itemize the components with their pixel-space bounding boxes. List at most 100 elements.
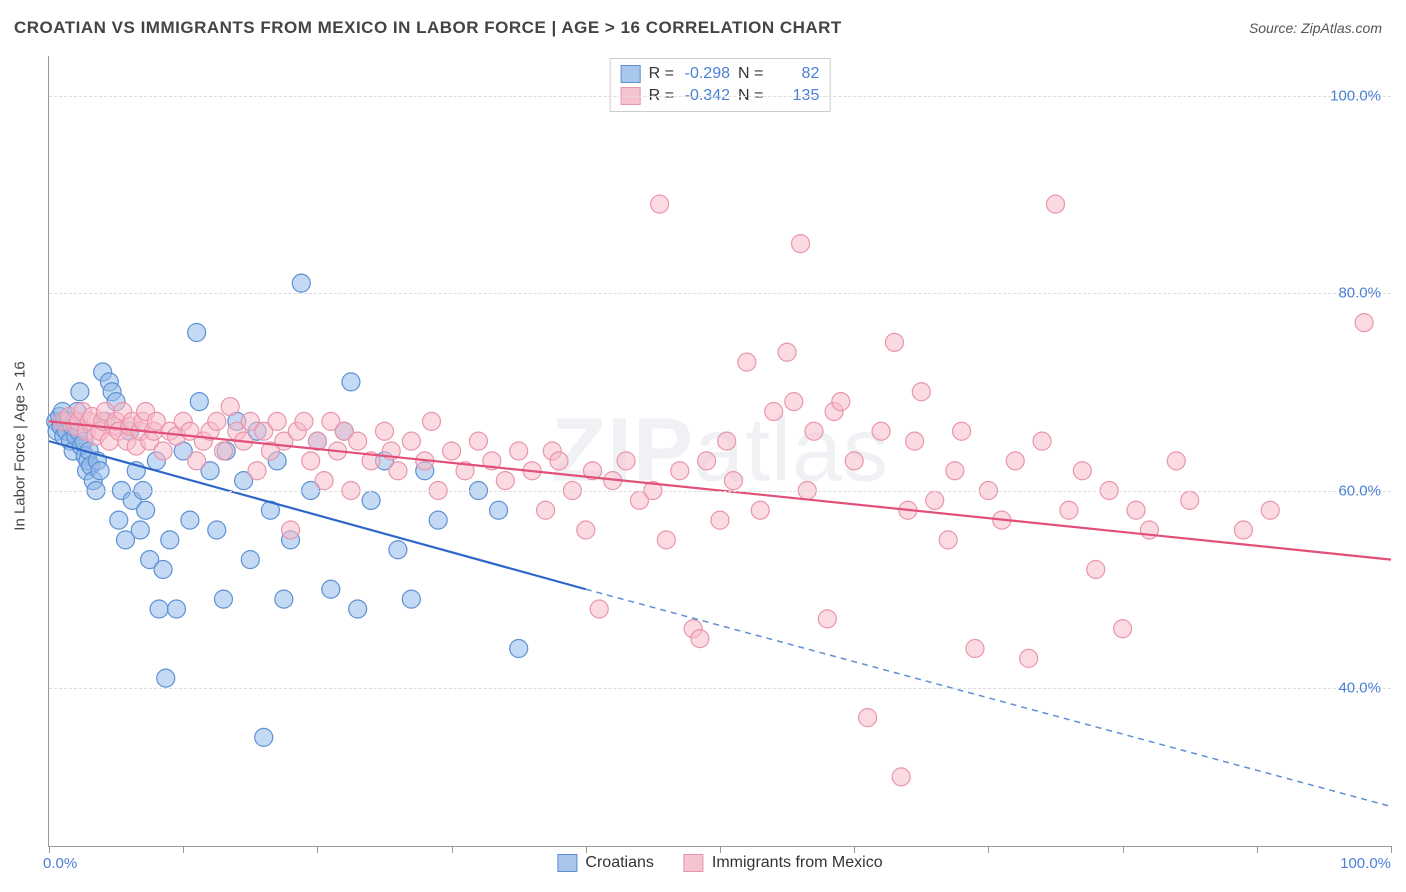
- data-point: [805, 422, 823, 440]
- x-tick: [49, 846, 50, 853]
- x-axis-min-label: 0.0%: [43, 855, 77, 872]
- source-attribution: Source: ZipAtlas.com: [1249, 20, 1382, 36]
- legend-label-croatians: Croatians: [585, 854, 653, 872]
- data-point: [926, 491, 944, 509]
- data-point: [1060, 501, 1078, 519]
- data-point: [157, 669, 175, 687]
- data-point: [1087, 561, 1105, 579]
- data-point: [150, 600, 168, 618]
- data-point: [818, 610, 836, 628]
- data-point: [1167, 452, 1185, 470]
- data-point: [792, 235, 810, 253]
- data-point: [422, 412, 440, 430]
- trend-line-extrapolated: [586, 589, 1391, 806]
- data-point: [402, 590, 420, 608]
- n-value-croatians: 82: [771, 63, 819, 85]
- chart-plot-area: ZIPatlas R = -0.298 N = 82 R = -0.342 N …: [48, 56, 1391, 847]
- data-point: [510, 640, 528, 658]
- data-point: [859, 709, 877, 727]
- data-point: [885, 333, 903, 351]
- data-point: [161, 531, 179, 549]
- data-point: [167, 600, 185, 618]
- data-point: [429, 511, 447, 529]
- x-tick: [1123, 846, 1124, 853]
- data-point: [131, 521, 149, 539]
- data-point: [154, 442, 172, 460]
- data-point: [188, 324, 206, 342]
- data-point: [765, 403, 783, 421]
- data-point: [1181, 491, 1199, 509]
- r-label: R =: [649, 63, 674, 85]
- data-point: [496, 472, 514, 490]
- data-point: [315, 472, 333, 490]
- x-axis-max-label: 100.0%: [1340, 855, 1391, 872]
- data-point: [912, 383, 930, 401]
- x-tick: [183, 846, 184, 853]
- x-tick: [720, 846, 721, 853]
- data-point: [214, 442, 232, 460]
- data-point: [617, 452, 635, 470]
- data-point: [537, 501, 555, 519]
- data-point: [1261, 501, 1279, 519]
- data-point: [651, 195, 669, 213]
- y-tick-label: 80.0%: [1338, 285, 1381, 302]
- data-point: [255, 728, 273, 746]
- data-point: [510, 442, 528, 460]
- data-point: [906, 432, 924, 450]
- data-point: [946, 462, 964, 480]
- data-point: [1006, 452, 1024, 470]
- data-point: [657, 531, 675, 549]
- data-point: [241, 551, 259, 569]
- data-point: [711, 511, 729, 529]
- data-point: [577, 521, 595, 539]
- data-point: [751, 501, 769, 519]
- data-point: [778, 343, 796, 361]
- data-point: [1234, 521, 1252, 539]
- data-point: [214, 590, 232, 608]
- data-point: [939, 531, 957, 549]
- r-value-croatians: -0.298: [682, 63, 730, 85]
- data-point: [443, 442, 461, 460]
- data-point: [966, 640, 984, 658]
- data-point: [590, 600, 608, 618]
- x-tick: [586, 846, 587, 853]
- data-point: [91, 462, 109, 480]
- data-point: [71, 383, 89, 401]
- x-tick: [452, 846, 453, 853]
- gridline: [49, 96, 1391, 97]
- x-tick: [1257, 846, 1258, 853]
- data-point: [190, 393, 208, 411]
- y-tick-label: 100.0%: [1330, 87, 1381, 104]
- data-point: [953, 422, 971, 440]
- data-point: [698, 452, 716, 470]
- data-point: [181, 511, 199, 529]
- x-tick: [988, 846, 989, 853]
- gridline: [49, 491, 1391, 492]
- gridline: [49, 293, 1391, 294]
- data-point: [1047, 195, 1065, 213]
- data-point: [376, 422, 394, 440]
- data-point: [724, 472, 742, 490]
- data-point: [671, 462, 689, 480]
- data-point: [295, 412, 313, 430]
- data-point: [389, 541, 407, 559]
- data-point: [1073, 462, 1091, 480]
- data-point: [282, 521, 300, 539]
- legend-item-croatians: Croatians: [557, 854, 653, 872]
- data-point: [389, 462, 407, 480]
- data-point: [691, 630, 709, 648]
- data-point: [402, 432, 420, 450]
- swatch-mexico: [684, 854, 704, 872]
- data-point: [275, 590, 293, 608]
- series-legend: Croatians Immigrants from Mexico: [557, 854, 882, 872]
- correlation-legend: R = -0.298 N = 82 R = -0.342 N = 135: [610, 58, 831, 112]
- legend-row-croatians: R = -0.298 N = 82: [621, 63, 820, 85]
- y-tick-label: 60.0%: [1338, 482, 1381, 499]
- gridline: [49, 688, 1391, 689]
- data-point: [349, 600, 367, 618]
- data-point: [188, 452, 206, 470]
- data-point: [718, 432, 736, 450]
- data-point: [349, 432, 367, 450]
- data-point: [490, 501, 508, 519]
- data-point: [872, 422, 890, 440]
